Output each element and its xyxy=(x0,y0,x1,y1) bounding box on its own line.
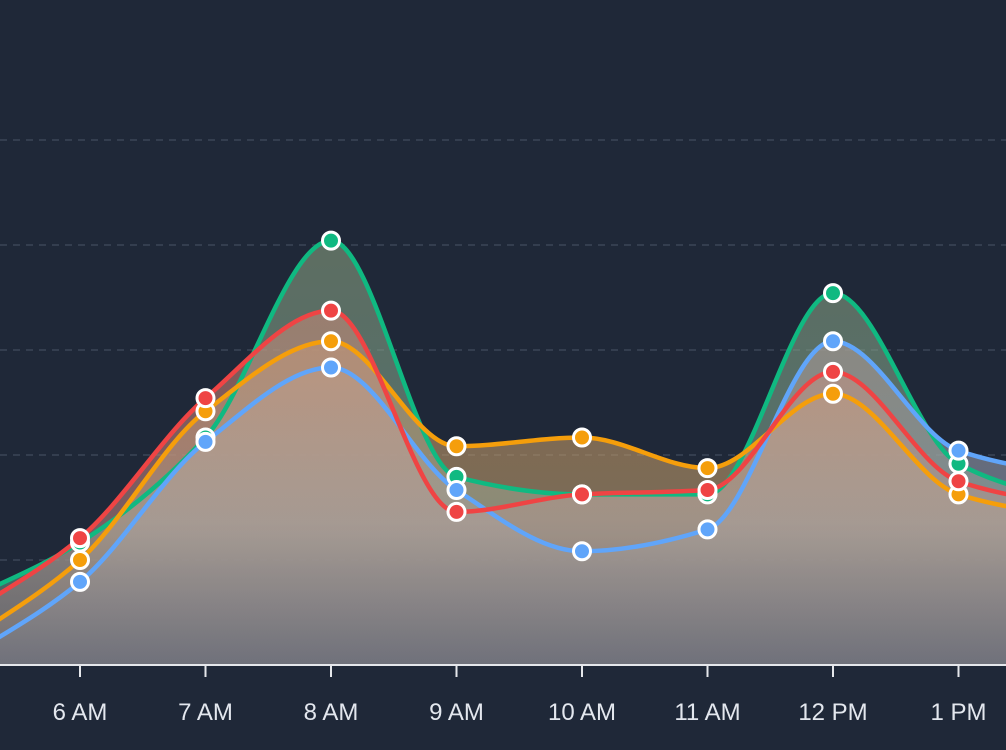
data-point[interactable] xyxy=(70,528,90,549)
x-tick-label: 11 AM xyxy=(674,699,740,726)
data-point[interactable] xyxy=(823,331,843,352)
data-point[interactable] xyxy=(446,480,467,500)
series-line xyxy=(0,308,1006,597)
x-axis: 6 AM 7 AM 8 AM 9 AM 10 AM 11 AM 12 PM 1 PM xyxy=(0,664,1006,726)
x-tick-label: 12 PM xyxy=(798,699,867,726)
data-point[interactable] xyxy=(572,541,592,562)
x-tick-label: 10 AM xyxy=(548,699,616,726)
series-line xyxy=(0,339,1006,640)
series-lines xyxy=(0,238,1006,640)
series-areas xyxy=(0,240,1006,665)
data-point[interactable] xyxy=(823,361,843,382)
data-point[interactable] xyxy=(572,484,592,505)
data-point[interactable] xyxy=(70,550,90,570)
x-tick-label: 9 AM xyxy=(429,699,484,726)
data-point[interactable] xyxy=(321,357,341,378)
data-point[interactable] xyxy=(697,480,718,500)
data-point[interactable] xyxy=(823,383,843,404)
x-tick-label: 6 AM xyxy=(53,699,108,726)
data-point[interactable] xyxy=(321,300,341,321)
data-point[interactable] xyxy=(697,519,718,540)
data-point[interactable] xyxy=(70,571,90,592)
data-point[interactable] xyxy=(948,440,969,461)
data-point[interactable] xyxy=(321,331,341,352)
data-points xyxy=(70,230,969,592)
data-point[interactable] xyxy=(321,230,341,251)
x-tick-label: 7 AM xyxy=(178,699,233,726)
x-tick-label: 8 AM xyxy=(304,699,359,726)
data-point[interactable] xyxy=(948,471,969,492)
data-point[interactable] xyxy=(823,283,843,304)
data-point[interactable] xyxy=(446,501,467,522)
data-point[interactable] xyxy=(697,458,718,479)
x-tick-label: 1 PM xyxy=(930,699,986,726)
data-point[interactable] xyxy=(195,431,216,452)
series-line xyxy=(0,339,1006,622)
data-point[interactable] xyxy=(446,436,467,457)
data-point[interactable] xyxy=(572,427,592,448)
series-area xyxy=(0,310,1006,665)
data-point[interactable] xyxy=(195,388,216,409)
